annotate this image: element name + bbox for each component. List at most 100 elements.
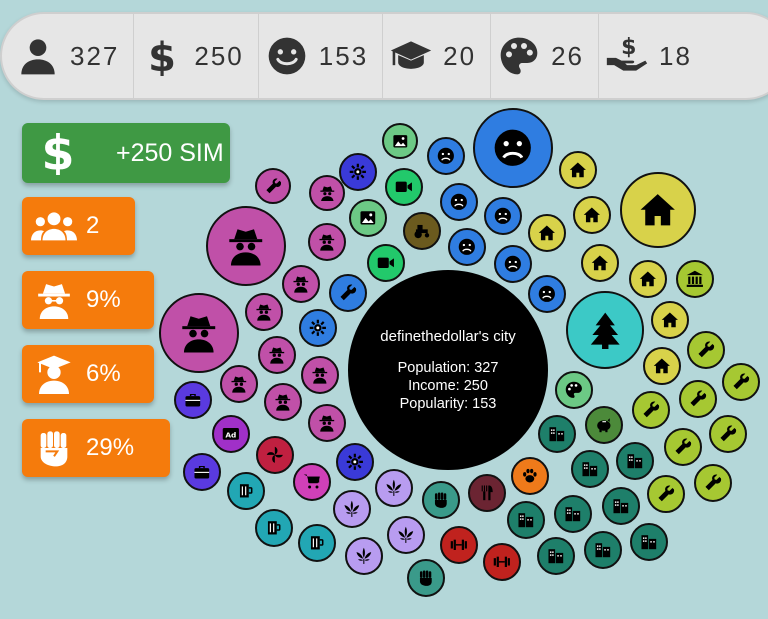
office-building-bubble[interactable] xyxy=(616,442,654,480)
gear-building-bubble[interactable] xyxy=(339,153,377,191)
spy-building-bubble[interactable] xyxy=(206,206,286,286)
spy-building-bubble[interactable] xyxy=(258,336,296,374)
house-building-bubble[interactable] xyxy=(629,260,667,298)
weed-building-bubble[interactable] xyxy=(345,537,383,575)
office-building-bubble[interactable] xyxy=(571,450,609,488)
wrench-building-bubble[interactable] xyxy=(694,464,732,502)
spy-building-bubble[interactable] xyxy=(308,404,346,442)
museum-building-bubble[interactable] xyxy=(676,260,714,298)
house-building-bubble[interactable] xyxy=(528,214,566,252)
house-building-bubble[interactable] xyxy=(573,196,611,234)
wrench-building-bubble[interactable] xyxy=(679,380,717,418)
house-building-bubble[interactable] xyxy=(559,151,597,189)
office-icon xyxy=(613,499,629,514)
brief-building-bubble[interactable] xyxy=(183,453,221,491)
sad-building-bubble[interactable] xyxy=(440,183,478,221)
sad-building-bubble[interactable] xyxy=(427,137,465,175)
ad-building-bubble[interactable]: Ad xyxy=(212,415,250,453)
sad-building-bubble[interactable] xyxy=(494,245,532,283)
weed-building-bubble[interactable] xyxy=(375,469,413,507)
wrench-building-bubble[interactable] xyxy=(329,274,367,312)
house-building-bubble[interactable] xyxy=(620,172,696,248)
image-building-bubble[interactable] xyxy=(349,199,387,237)
office-building-bubble[interactable] xyxy=(584,531,622,569)
spy-icon xyxy=(22,271,86,329)
fist-building-bubble[interactable] xyxy=(407,559,445,597)
residents-button[interactable]: 2 xyxy=(22,197,135,255)
office-building-bubble[interactable] xyxy=(537,537,575,575)
house-icon xyxy=(661,312,679,328)
office-icon xyxy=(595,543,611,558)
image-building-bubble[interactable] xyxy=(382,123,418,159)
paw-building-bubble[interactable] xyxy=(511,457,549,495)
stat-education[interactable]: 20 xyxy=(383,14,492,98)
wrench-building-bubble[interactable] xyxy=(687,331,725,369)
office-building-bubble[interactable] xyxy=(630,523,668,561)
office-building-bubble[interactable] xyxy=(538,415,576,453)
tree-building-bubble[interactable] xyxy=(566,291,644,369)
spy-building-bubble[interactable] xyxy=(245,293,283,331)
video-building-bubble[interactable] xyxy=(385,168,423,206)
office-building-bubble[interactable] xyxy=(602,487,640,525)
culture-value: 26 xyxy=(551,40,585,71)
spy-building-bubble[interactable] xyxy=(309,175,345,211)
office-building-bubble[interactable] xyxy=(554,495,592,533)
sad-building-bubble[interactable] xyxy=(448,228,486,266)
house-building-bubble[interactable] xyxy=(581,244,619,282)
spy-building-bubble[interactable] xyxy=(301,356,339,394)
gym-building-bubble[interactable] xyxy=(440,526,478,564)
pinwheel-building-bubble[interactable] xyxy=(256,436,294,474)
wrench-building-bubble[interactable] xyxy=(647,475,685,513)
gear-building-bubble[interactable] xyxy=(299,309,337,347)
spy-building-bubble[interactable] xyxy=(264,383,302,421)
drink-building-bubble[interactable] xyxy=(255,509,293,547)
gear-building-bubble[interactable] xyxy=(336,443,374,481)
spy-building-bubble[interactable] xyxy=(220,365,258,403)
stat-population[interactable]: 327 xyxy=(10,14,135,98)
stat-welfare[interactable]: $ 18 xyxy=(599,14,706,98)
stat-happiness[interactable]: 153 xyxy=(259,14,384,98)
wrench-icon xyxy=(658,485,675,502)
drink-building-bubble[interactable] xyxy=(298,524,336,562)
house-icon xyxy=(583,207,601,223)
gym-building-bubble[interactable] xyxy=(483,543,521,581)
house-building-bubble[interactable] xyxy=(651,301,689,339)
wrench-building-bubble[interactable] xyxy=(664,428,702,466)
wrench-building-bubble[interactable] xyxy=(255,168,291,204)
wrench-building-bubble[interactable] xyxy=(632,391,670,429)
unrest-button[interactable]: 29% xyxy=(22,419,170,477)
food-building-bubble[interactable] xyxy=(468,474,506,512)
weed-building-bubble[interactable] xyxy=(387,516,425,554)
gym-icon xyxy=(493,556,511,568)
svg-text:$: $ xyxy=(41,131,74,175)
wrench-icon xyxy=(705,474,722,491)
collect-money-button[interactable]: $ +250 SIM xyxy=(22,123,230,183)
stat-money[interactable]: $ 250 xyxy=(134,14,259,98)
tractor-building-bubble[interactable] xyxy=(403,212,441,250)
wrench-building-bubble[interactable] xyxy=(709,415,747,453)
crime-button[interactable]: 9% xyxy=(22,271,154,329)
fist-building-bubble[interactable] xyxy=(422,481,460,519)
stat-culture[interactable]: 26 xyxy=(491,14,600,98)
piggy-building-bubble[interactable] xyxy=(585,406,623,444)
office-building-bubble[interactable] xyxy=(507,501,545,539)
sad-building-bubble[interactable] xyxy=(473,108,553,188)
video-building-bubble[interactable] xyxy=(367,244,405,282)
brief-building-bubble[interactable] xyxy=(174,381,212,419)
palette-building-bubble[interactable] xyxy=(555,371,593,409)
spy-building-bubble[interactable] xyxy=(159,293,239,373)
sad-building-bubble[interactable] xyxy=(528,275,566,313)
spy-building-bubble[interactable] xyxy=(308,223,346,261)
weed-building-bubble[interactable] xyxy=(333,490,371,528)
education-rate-button[interactable]: 6% xyxy=(22,345,154,403)
sad-building-bubble[interactable] xyxy=(484,197,522,235)
drink-building-bubble[interactable] xyxy=(227,472,265,510)
city-core[interactable]: definethedollar's city Population: 327 I… xyxy=(348,270,548,470)
spy-building-bubble[interactable] xyxy=(282,265,320,303)
pinwheel-icon xyxy=(266,446,284,464)
house-building-bubble[interactable] xyxy=(643,347,681,385)
office-icon xyxy=(627,454,643,469)
wrench-building-bubble[interactable] xyxy=(722,363,760,401)
cart-building-bubble[interactable] xyxy=(293,463,331,501)
tractor-icon xyxy=(414,225,430,239)
